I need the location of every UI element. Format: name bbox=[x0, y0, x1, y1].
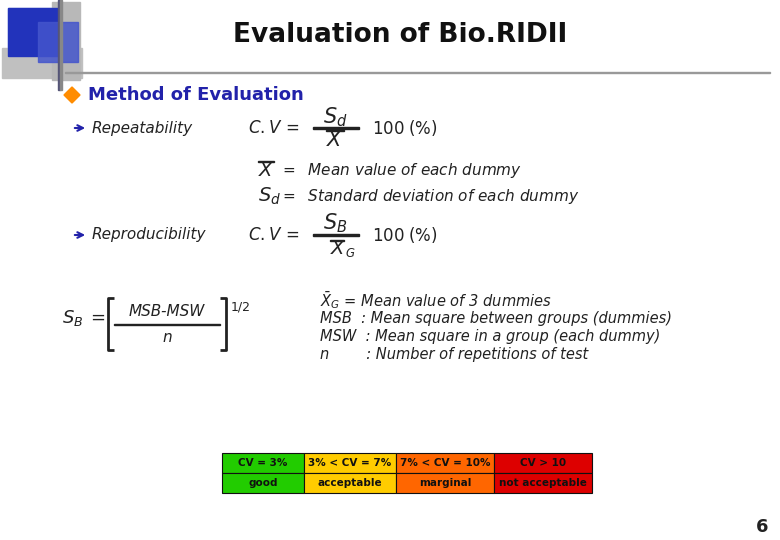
Bar bbox=[58, 0, 60, 90]
Text: $X$: $X$ bbox=[258, 160, 275, 179]
Bar bbox=[304, 453, 396, 473]
Text: CV = 3%: CV = 3% bbox=[239, 458, 288, 468]
Text: $S_B$: $S_B$ bbox=[323, 211, 347, 235]
Text: $S_d$: $S_d$ bbox=[323, 105, 347, 129]
Polygon shape bbox=[64, 87, 80, 103]
Bar bbox=[258, 161, 274, 163]
Text: 6: 6 bbox=[756, 518, 768, 536]
Text: n: n bbox=[162, 329, 172, 345]
Text: not acceptable: not acceptable bbox=[499, 478, 587, 488]
Bar bbox=[52, 2, 80, 80]
Text: Repeatability: Repeatability bbox=[92, 120, 193, 136]
Bar bbox=[222, 453, 304, 473]
Bar bbox=[304, 473, 396, 493]
Bar bbox=[494, 473, 592, 493]
Text: $X$: $X$ bbox=[326, 130, 344, 150]
Text: MSB  : Mean square between groups (dummies): MSB : Mean square between groups (dummie… bbox=[320, 310, 672, 326]
Text: 1/2: 1/2 bbox=[231, 300, 251, 313]
Bar bbox=[60, 0, 62, 90]
Text: Evaluation of Bio.RIDII: Evaluation of Bio.RIDII bbox=[233, 22, 567, 48]
Text: $=\;$ Mean value of each dummy: $=\;$ Mean value of each dummy bbox=[280, 160, 522, 179]
Text: $\bar{X}_G$ = Mean value of 3 dummies: $\bar{X}_G$ = Mean value of 3 dummies bbox=[320, 289, 552, 311]
Bar bbox=[330, 240, 344, 241]
Text: $C.V\,=$: $C.V\,=$ bbox=[248, 226, 300, 244]
Text: MSB-MSW: MSB-MSW bbox=[129, 305, 205, 320]
Text: $100\;(\%)$: $100\;(\%)$ bbox=[372, 118, 438, 138]
Bar bbox=[2, 48, 82, 78]
Bar bbox=[65, 72, 770, 73]
Bar bbox=[8, 8, 70, 70]
Text: marginal: marginal bbox=[419, 478, 471, 488]
Bar bbox=[313, 127, 359, 129]
Bar bbox=[222, 473, 304, 493]
Text: $=\;$ Standard deviation of each dummy: $=\;$ Standard deviation of each dummy bbox=[280, 186, 580, 206]
Bar bbox=[114, 323, 220, 325]
Bar bbox=[396, 453, 494, 473]
Text: $X$: $X$ bbox=[330, 240, 346, 259]
Text: $100\;(\%)$: $100\;(\%)$ bbox=[372, 225, 438, 245]
Text: MSW  : Mean square in a group (each dummy): MSW : Mean square in a group (each dummy… bbox=[320, 328, 661, 343]
Text: acceptable: acceptable bbox=[317, 478, 382, 488]
Text: Method of Evaluation: Method of Evaluation bbox=[88, 86, 303, 104]
Bar bbox=[8, 8, 58, 56]
Text: CV > 10: CV > 10 bbox=[520, 458, 566, 468]
Text: 7% < CV = 10%: 7% < CV = 10% bbox=[399, 458, 491, 468]
Bar bbox=[326, 130, 344, 131]
Text: $S_B\;=$: $S_B\;=$ bbox=[62, 308, 106, 328]
Text: Reproducibility: Reproducibility bbox=[92, 227, 207, 242]
Bar bbox=[396, 473, 494, 493]
Text: good: good bbox=[248, 478, 278, 488]
Bar bbox=[494, 453, 592, 473]
Text: $S_d$: $S_d$ bbox=[258, 185, 281, 207]
Text: n        : Number of repetitions of test: n : Number of repetitions of test bbox=[320, 347, 588, 361]
Text: 3% < CV = 7%: 3% < CV = 7% bbox=[308, 458, 392, 468]
Bar bbox=[38, 22, 78, 62]
Text: $C.V\,=$: $C.V\,=$ bbox=[248, 119, 300, 137]
Text: $_G$: $_G$ bbox=[345, 242, 356, 260]
Bar bbox=[313, 234, 359, 235]
